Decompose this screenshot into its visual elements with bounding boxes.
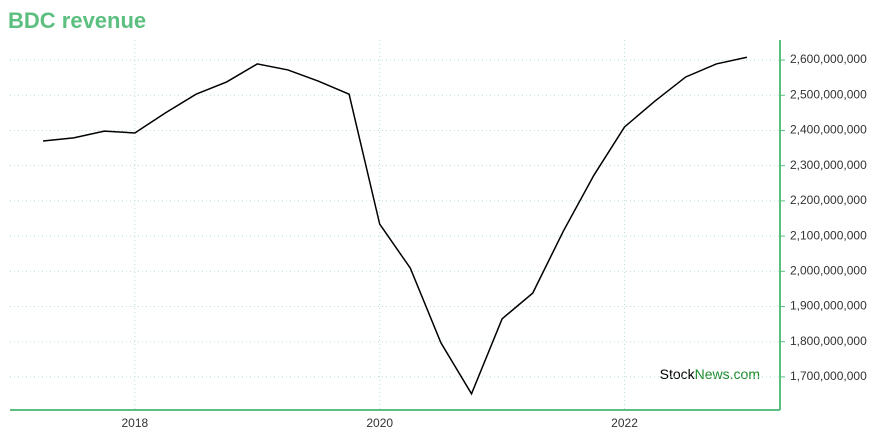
watermark: StockNews.com [660,366,760,382]
x-tick-label: 2022 [611,416,638,430]
y-tick-label: 2,600,000,000 [790,52,867,66]
y-tick-label: 2,400,000,000 [790,123,867,137]
y-tick-label: 2,200,000,000 [790,193,867,207]
watermark-part: News.com [695,366,760,382]
watermark-part: Stock [660,366,696,382]
y-tick-label: 1,800,000,000 [790,334,867,348]
y-tick-label: 1,900,000,000 [790,299,867,313]
chart-title: BDC revenue [8,8,146,33]
x-tick-label: 2018 [122,416,149,430]
y-tick-label: 2,100,000,000 [790,228,867,242]
y-tick-label: 2,300,000,000 [790,158,867,172]
y-tick-label: 2,000,000,000 [790,263,867,277]
y-tick-label: 2,500,000,000 [790,87,867,101]
line [42,56,748,396]
x-tick-label: 2020 [366,416,393,430]
y-tick-label: 1,700,000,000 [790,369,867,383]
